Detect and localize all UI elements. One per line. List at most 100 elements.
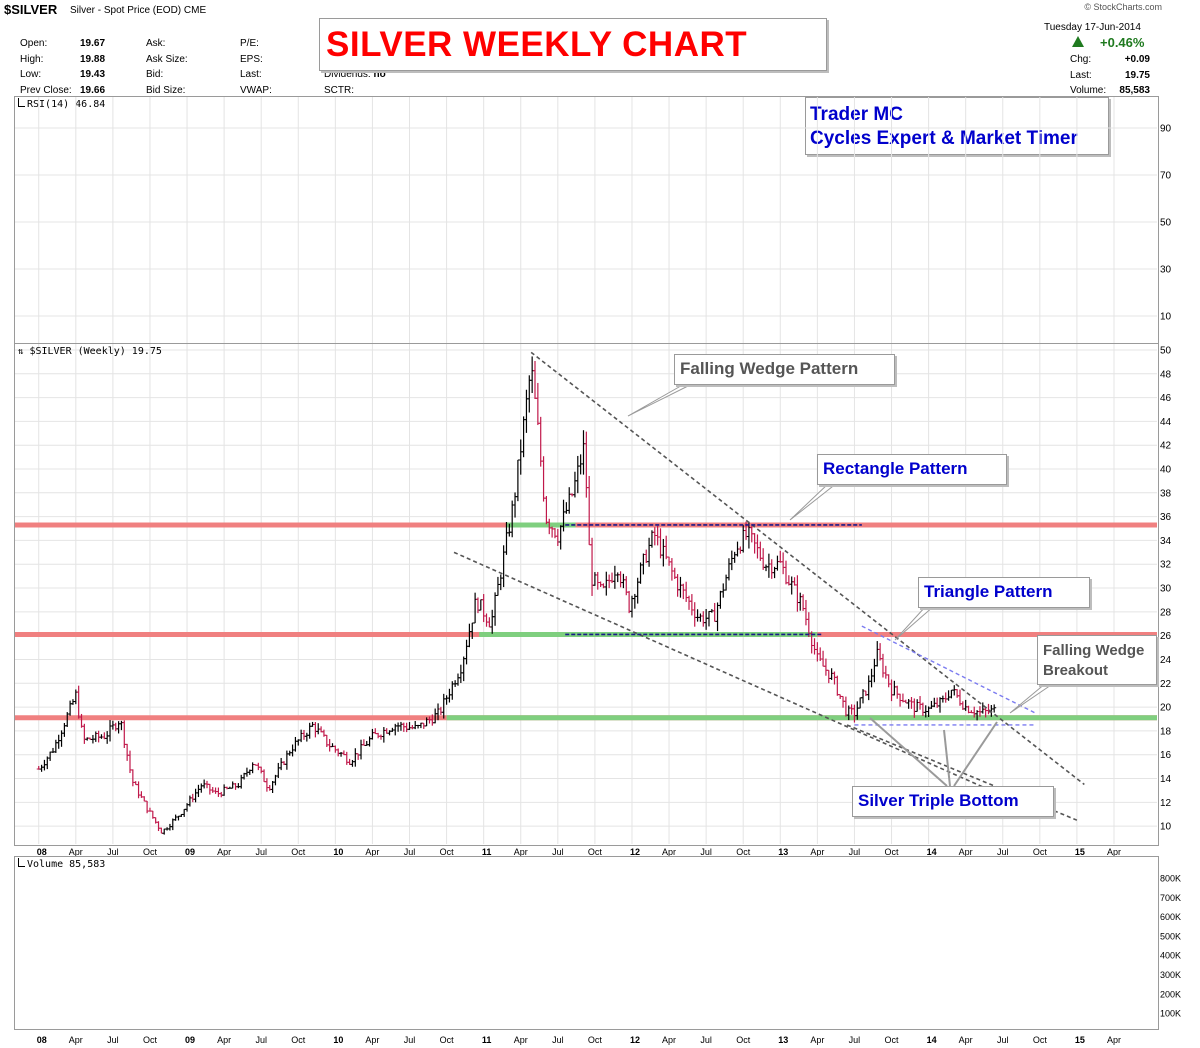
- date: Tuesday 17-Jun-2014: [1044, 22, 1141, 33]
- stat-bid-size: Bid Size:: [146, 84, 186, 96]
- stats-col-3: P/E: EPS: Last: VWAP:: [240, 36, 272, 98]
- x-tick-label: 10: [333, 847, 343, 857]
- stat-volume: Volume: 85,583: [1070, 85, 1150, 96]
- rectangle-label: Rectangle Pattern: [823, 459, 968, 478]
- x-tick-label: 15: [1075, 1035, 1085, 1045]
- volume-tick-label: 100K: [1160, 1009, 1181, 1019]
- x-tick-label: Apr: [514, 1035, 528, 1045]
- stats-col-1: Open: 19.67 High: 19.88 Low: 19.43 Prev Clo…: [20, 36, 105, 98]
- breakout-label-line2: Breakout: [1043, 662, 1109, 679]
- x-tick-label: Jul: [997, 847, 1009, 857]
- rsi-tick-label: 50: [1160, 218, 1172, 229]
- stat-prev-close: Prev Close: 19.66: [20, 84, 106, 96]
- x-tick-label: 13: [778, 847, 788, 857]
- y-tick-label: 48: [1160, 369, 1172, 380]
- stat-chg: Chg: +0.09: [1070, 54, 1150, 65]
- x-tick-label: Apr: [810, 847, 824, 857]
- rectangle-pointer: [789, 482, 838, 521]
- falling-wedge-label: Falling Wedge Pattern: [680, 359, 859, 378]
- volume-panel: [14, 856, 1159, 1030]
- stats-right: Chg: +0.09 Last: 19.75 Volume: 85,583: [1070, 52, 1150, 99]
- chart-icon: [18, 98, 25, 107]
- x-tick-label: Oct: [1033, 1035, 1048, 1045]
- volume-tick-label: 800K: [1160, 874, 1181, 884]
- y-tick-label: 38: [1160, 488, 1172, 499]
- triangle-pointer: [894, 605, 935, 641]
- triangle-label-box: Triangle Pattern: [918, 577, 1090, 608]
- x-tick-label: 15: [1075, 847, 1085, 857]
- x-tick-label: 08: [37, 847, 47, 857]
- x-tick-label: Apr: [959, 847, 973, 857]
- y-tick-label: 26: [1160, 631, 1172, 642]
- x-tick-label: 13: [778, 1035, 788, 1045]
- triangle-upper-line: [861, 625, 1036, 714]
- stat-dividends: Dividends: no: [324, 69, 386, 80]
- brand: © StockCharts.com: [1084, 2, 1162, 12]
- y-tick-label: 18: [1160, 726, 1172, 737]
- rsi-tick-label: 30: [1160, 265, 1172, 276]
- y-tick-label: 44: [1160, 417, 1172, 428]
- triple-bottom-label-box: Silver Triple Bottom: [852, 786, 1054, 817]
- stat-low: Low: 19.43: [20, 69, 106, 80]
- volume-label: Volume 85,583: [18, 858, 105, 870]
- stats-col-2: Ask: Ask Size: Bid: Bid Size:: [146, 36, 188, 98]
- y-tick-label: 50: [1160, 345, 1172, 356]
- stat-ask: Ask:: [146, 38, 166, 49]
- author-box: Trader MC Cycles Expert & Market Timer: [805, 97, 1109, 155]
- x-tick-label: Oct: [143, 847, 158, 857]
- x-tick-label: 12: [630, 847, 640, 857]
- stats-col-4: Dividends: no SCTR:: [324, 67, 386, 98]
- author-name: Trader MC: [810, 104, 903, 125]
- rsi-tick-label: 70: [1160, 171, 1172, 182]
- rsi-label: RSI(14) 46.84: [18, 98, 105, 110]
- y-tick-label: 42: [1160, 441, 1172, 452]
- x-tick-label: Jul: [255, 847, 267, 857]
- triangle-label: Triangle Pattern: [924, 582, 1053, 601]
- x-tick-label: 10: [333, 1035, 343, 1045]
- x-tick-label: Oct: [1033, 847, 1048, 857]
- x-tick-label: Apr: [365, 1035, 379, 1045]
- x-tick-label: 14: [927, 847, 937, 857]
- falling-wedge-lower-line: [453, 551, 1018, 804]
- x-tick-label: Oct: [885, 1035, 900, 1045]
- y-tick-label: 14: [1160, 774, 1172, 785]
- x-tick-label: Jul: [700, 847, 712, 857]
- x-tick-label: Apr: [1107, 1035, 1121, 1045]
- volume-tick-label: 700K: [1160, 893, 1181, 903]
- x-tick-label: Oct: [291, 847, 306, 857]
- x-tick-label: Oct: [736, 1035, 751, 1045]
- chart-icon: [18, 858, 25, 867]
- triple-bottom-pointer: [869, 717, 948, 787]
- x-tick-label: Oct: [143, 1035, 158, 1045]
- x-tick-label: Jul: [849, 1035, 861, 1045]
- author-subtitle: Cycles Expert & Market Timer: [810, 128, 1078, 149]
- x-tick-label: Jul: [700, 1035, 712, 1045]
- big-title: SILVER WEEKLY CHART: [326, 25, 748, 64]
- x-tick-label: 12: [630, 1035, 640, 1045]
- x-tick-label: Jul: [404, 847, 416, 857]
- x-tick-label: Jul: [849, 847, 861, 857]
- y-tick-label: 24: [1160, 655, 1172, 666]
- x-tick-label: Apr: [1107, 847, 1121, 857]
- x-tick-label: Apr: [217, 847, 231, 857]
- y-tick-label: 40: [1160, 465, 1172, 476]
- x-tick-label: Oct: [291, 1035, 306, 1045]
- stat-last-right: Last: 19.75: [1070, 69, 1150, 81]
- rectangle-label-box: Rectangle Pattern: [817, 454, 1007, 485]
- x-tick-label: Jul: [255, 1035, 267, 1045]
- volume-tick-label: 600K: [1160, 912, 1181, 922]
- rsi-tick-label: 10: [1160, 312, 1172, 323]
- x-tick-label: Jul: [997, 1035, 1009, 1045]
- x-tick-label: Apr: [69, 1035, 83, 1045]
- breakout-label-line1: Falling Wedge: [1043, 642, 1145, 659]
- stat-eps: EPS:: [240, 53, 263, 65]
- x-tick-label: Apr: [959, 1035, 973, 1045]
- y-tick-label: 28: [1160, 607, 1172, 618]
- y-tick-label: 12: [1160, 798, 1172, 809]
- x-tick-label: Jul: [107, 1035, 119, 1045]
- change-pct: +0.46%: [1100, 35, 1145, 50]
- breakout-pointer: [1009, 682, 1055, 714]
- stat-sctr: SCTR:: [324, 84, 354, 96]
- x-tick-label: Oct: [736, 847, 751, 857]
- y-tick-label: 34: [1160, 536, 1172, 547]
